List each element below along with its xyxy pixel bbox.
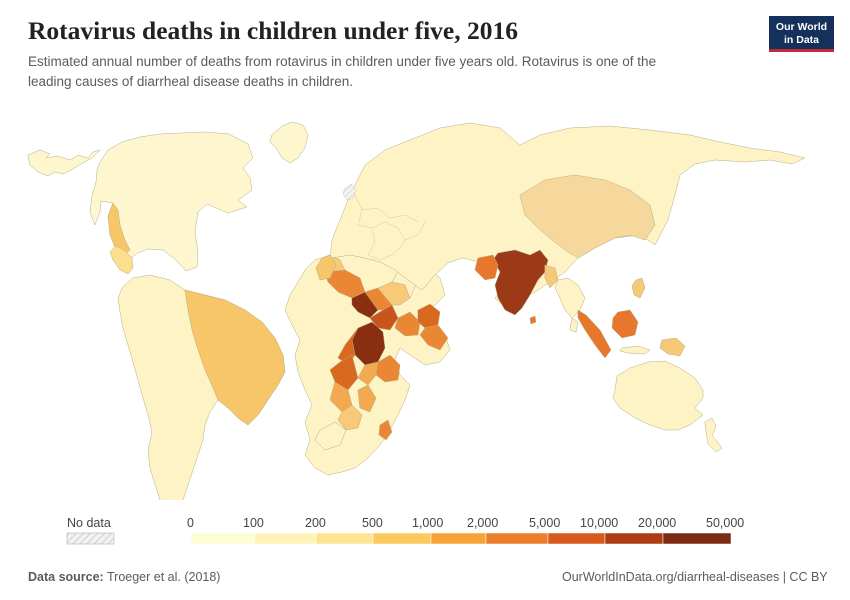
svg-text:0: 0: [187, 517, 194, 530]
svg-text:100: 100: [243, 517, 264, 530]
svg-text:1,000: 1,000: [412, 517, 443, 530]
svg-text:20,000: 20,000: [638, 517, 676, 530]
svg-text:No data: No data: [67, 517, 111, 530]
svg-text:200: 200: [305, 517, 326, 530]
svg-text:50,000: 50,000: [706, 517, 744, 530]
svg-text:10,000: 10,000: [580, 517, 618, 530]
svg-text:2,000: 2,000: [467, 517, 498, 530]
svg-text:500: 500: [362, 517, 383, 530]
svg-text:5,000: 5,000: [529, 517, 560, 530]
